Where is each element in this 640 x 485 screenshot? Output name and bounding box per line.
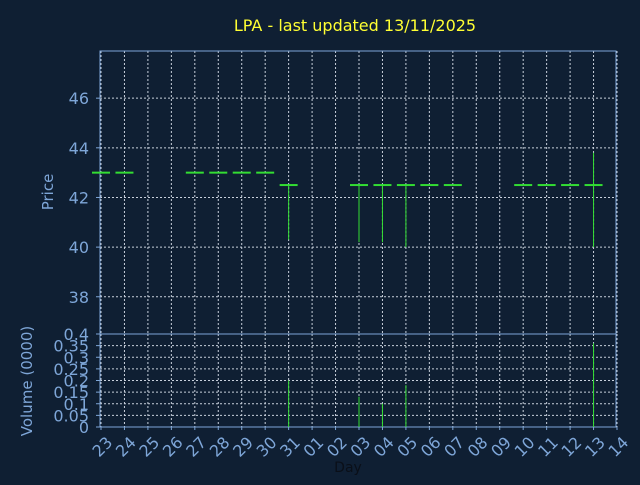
- volume-tick-label: 0.05: [53, 406, 89, 425]
- volume-tick-label: 0.25: [53, 360, 89, 379]
- price-tick-label: 38: [69, 288, 89, 307]
- volume-tick-label: 0.2: [64, 372, 89, 391]
- volume-tick-label: 0.1: [64, 395, 89, 414]
- price-tick-label: 44: [69, 139, 89, 158]
- volume-frame: [99, 333, 617, 428]
- volume-tick-label: 0: [79, 418, 89, 437]
- volume-tick-label: 0.4: [64, 325, 89, 344]
- volume-axis-label: Volume (0000): [18, 326, 36, 436]
- volume-tick-label: 0.35: [53, 337, 89, 356]
- price-tick-label: 40: [69, 238, 89, 257]
- price-panel: 38 40 42 44 46: [69, 50, 618, 335]
- price-tick-label: 46: [69, 89, 89, 108]
- day-axis-label: Day: [334, 460, 362, 476]
- price-tick-label: 42: [69, 188, 89, 207]
- volume-tick-label: 0.3: [64, 348, 89, 367]
- volume-panel: 00.050.10.150.20.250.30.350.4: [53, 325, 618, 437]
- price-axis-label: Price: [39, 174, 57, 211]
- volume-tick-label: 0.15: [53, 383, 89, 402]
- chart-title: LPA - last updated 13/11/2025: [234, 16, 476, 35]
